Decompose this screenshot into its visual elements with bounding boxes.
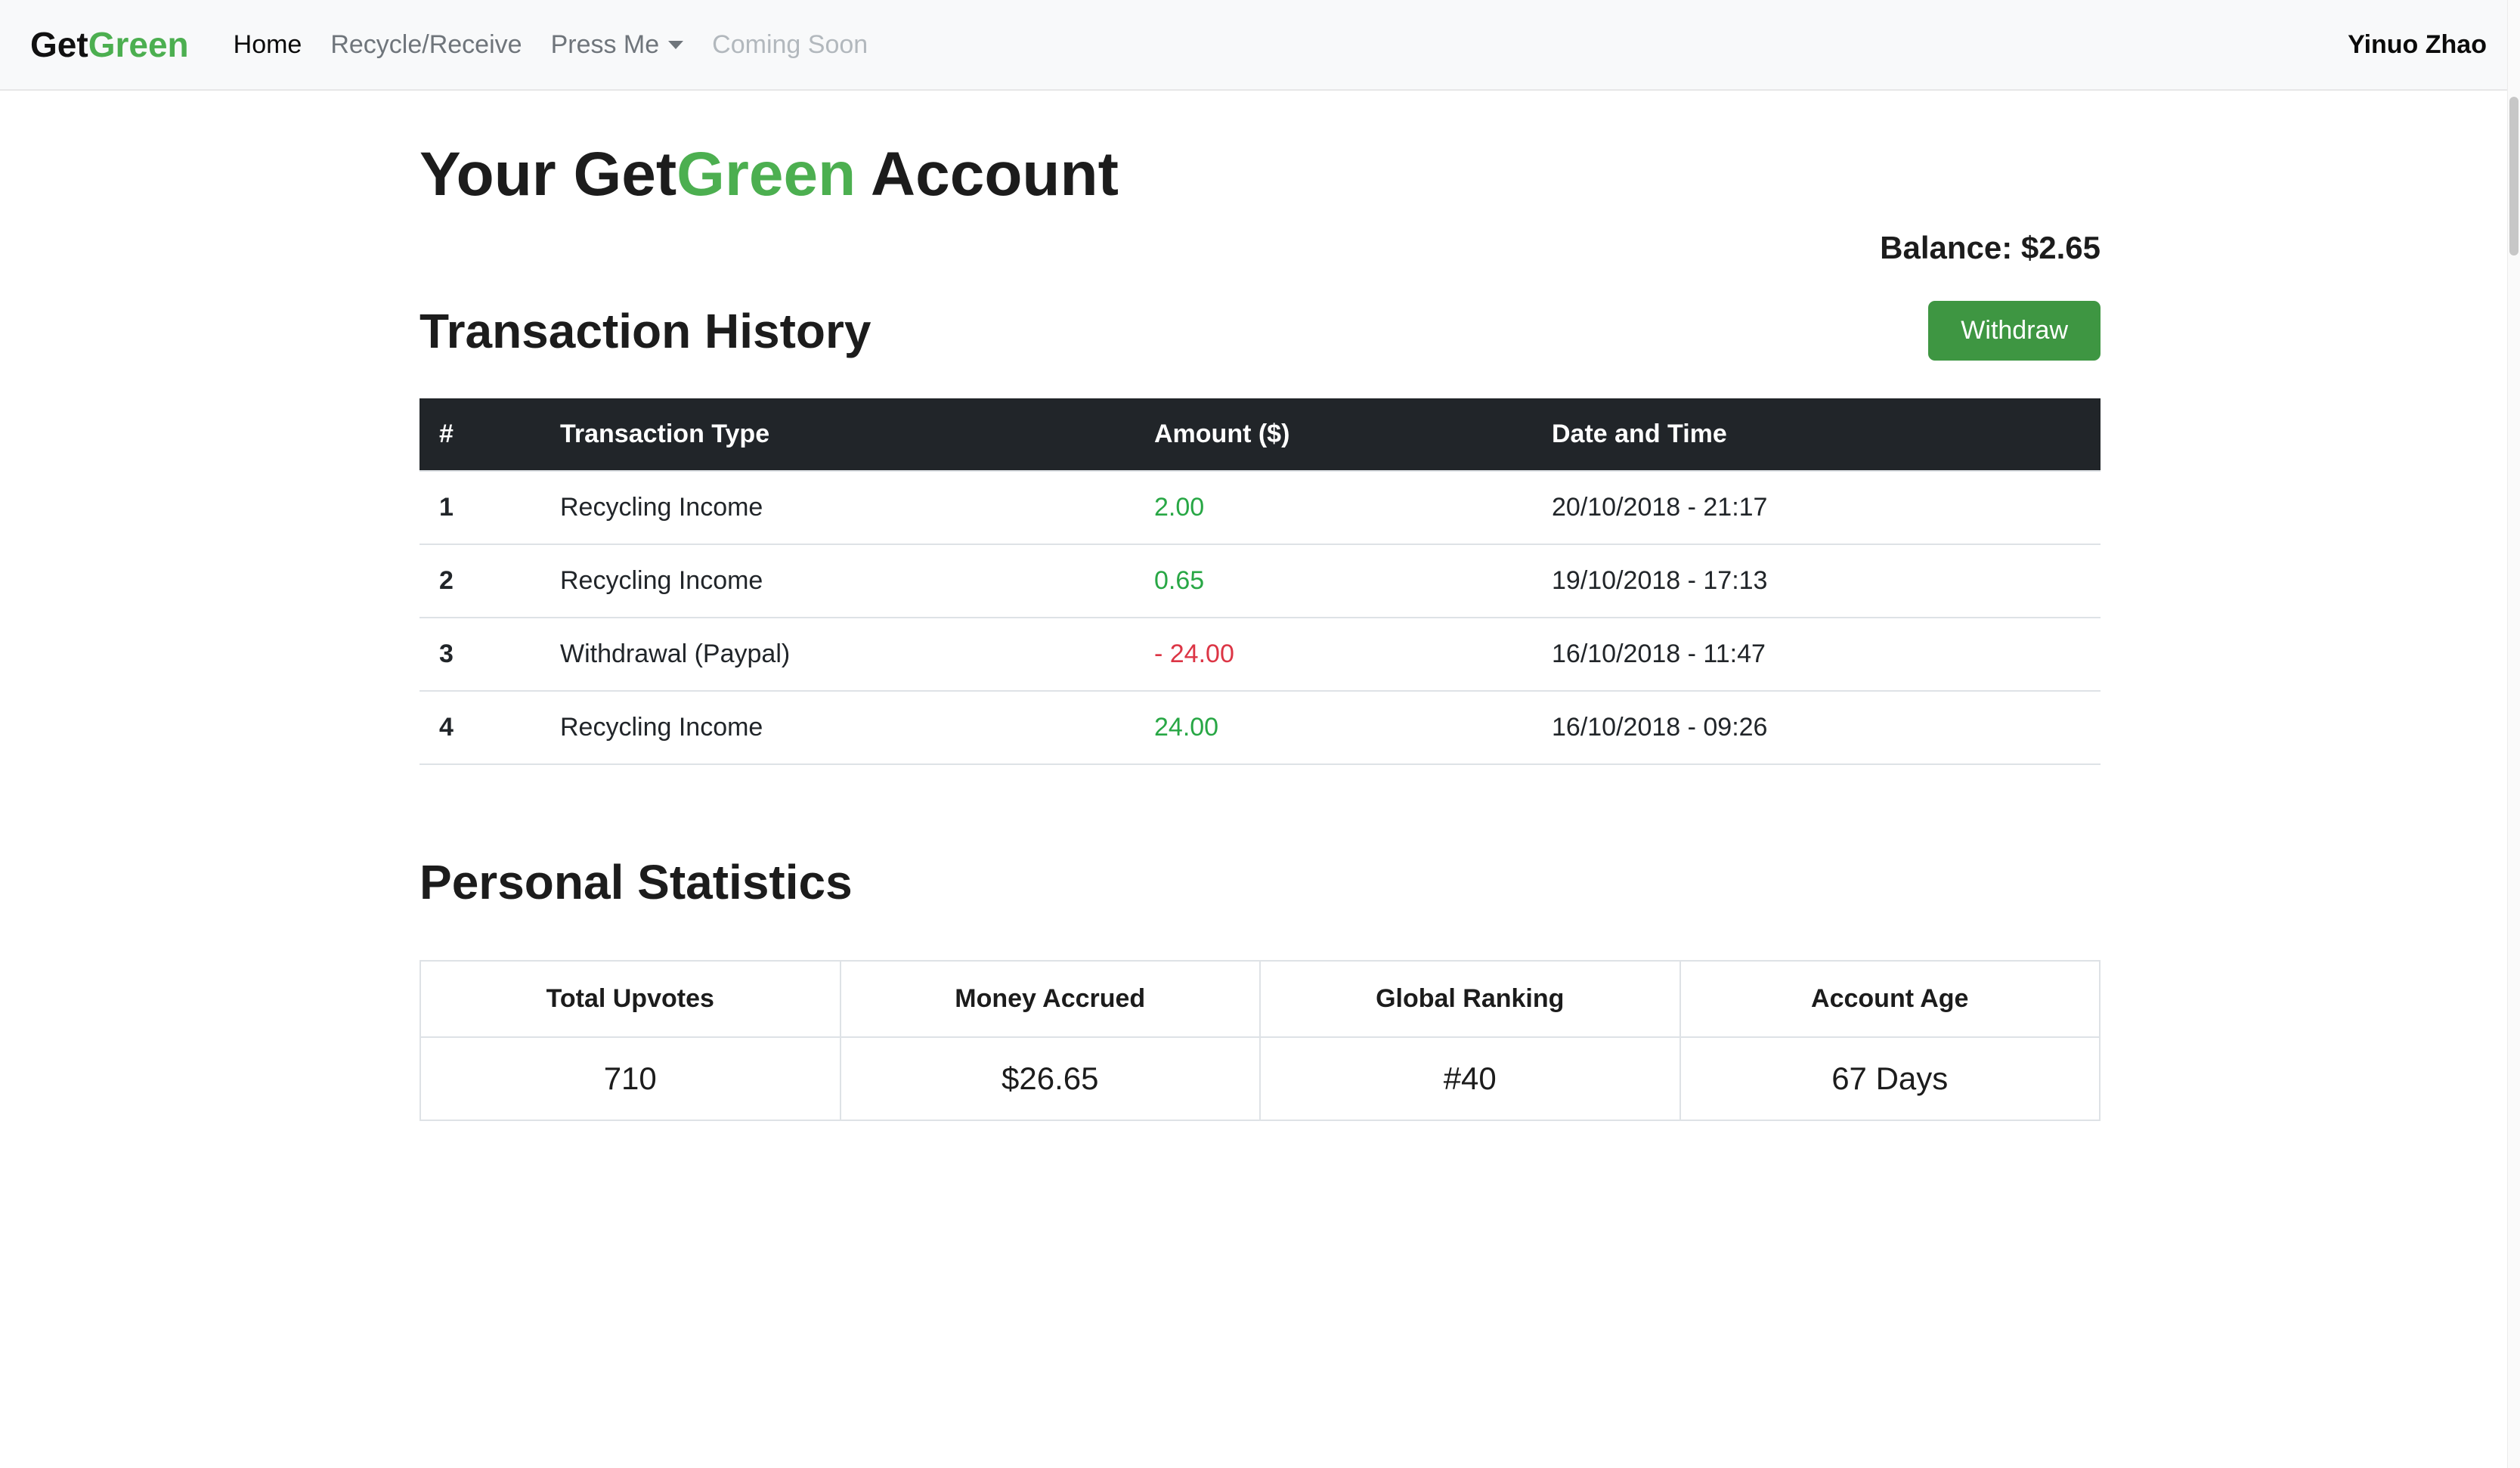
transaction-datetime: 19/10/2018 - 17:13 — [1532, 544, 2101, 618]
col-header-datetime: Date and Time — [1532, 398, 2101, 471]
transaction-number: 2 — [419, 544, 540, 618]
transaction-datetime: 20/10/2018 - 21:17 — [1532, 470, 2101, 544]
scrollbar-thumb[interactable] — [2509, 97, 2518, 256]
col-header-amount: Amount ($) — [1135, 398, 1532, 471]
table-row: 1 Recycling Income 2.00 20/10/2018 - 21:… — [419, 470, 2101, 544]
nav-item-recycle-receive-label: Recycle/Receive — [330, 29, 522, 59]
nav-item-home-label: Home — [233, 29, 302, 59]
user-name[interactable]: Yinuo Zhao — [2348, 29, 2487, 59]
page-title-green: Green — [676, 140, 856, 209]
transaction-amount: - 24.00 — [1135, 617, 1532, 691]
navbar: GetGreen Home Recycle/Receive Press Me C… — [0, 0, 2520, 91]
stats-header-global-ranking: Global Ranking — [1259, 960, 1681, 1038]
stats-value-money-accrued: $26.65 — [839, 1036, 1261, 1121]
balance-text: Balance: $2.65 — [1880, 230, 2101, 265]
transaction-number: 1 — [419, 470, 540, 544]
transaction-amount: 24.00 — [1135, 690, 1532, 765]
transaction-history-header-row: Transaction History Withdraw — [419, 301, 2101, 361]
table-row: 3 Withdrawal (Paypal) - 24.00 16/10/2018… — [419, 617, 2101, 691]
stats-header-account-age: Account Age — [1679, 960, 2101, 1038]
personal-statistics-heading: Personal Statistics — [419, 855, 853, 909]
nav-item-home[interactable]: Home — [219, 23, 317, 67]
transaction-type: Withdrawal (Paypal) — [540, 617, 1135, 691]
stats-header-total-upvotes: Total Upvotes — [419, 960, 841, 1038]
nav-item-coming-soon: Coming Soon — [698, 23, 882, 67]
table-row: 4 Recycling Income 24.00 16/10/2018 - 09… — [419, 690, 2101, 765]
transaction-number: 4 — [419, 690, 540, 765]
stats-value-total-upvotes: 710 — [419, 1036, 841, 1121]
transaction-type: Recycling Income — [540, 470, 1135, 544]
stats-header-money-accrued: Money Accrued — [839, 960, 1261, 1038]
nav-item-press-me-label: Press Me — [550, 29, 660, 59]
chevron-down-icon — [668, 40, 684, 49]
col-header-type: Transaction Type — [540, 398, 1135, 471]
main-content: Your GetGreen Account Balance: $2.65 Tra… — [419, 91, 2101, 1121]
personal-statistics-table: Total Upvotes Money Accrued Global Ranki… — [419, 960, 2101, 1121]
nav-links: Home Recycle/Receive Press Me Coming Soo… — [219, 23, 883, 67]
transaction-type: Recycling Income — [540, 544, 1135, 618]
transaction-number: 3 — [419, 617, 540, 691]
col-header-number: # — [419, 398, 540, 471]
transaction-type: Recycling Income — [540, 690, 1135, 765]
transaction-amount: 2.00 — [1135, 470, 1532, 544]
page-title: Your GetGreen Account — [419, 139, 2101, 210]
table-row: 710 $26.65 #40 67 Days — [419, 1036, 2101, 1121]
table-row: 2 Recycling Income 0.65 19/10/2018 - 17:… — [419, 544, 2101, 618]
transaction-datetime: 16/10/2018 - 09:26 — [1532, 690, 2101, 765]
transaction-datetime: 16/10/2018 - 11:47 — [1532, 617, 2101, 691]
withdraw-button[interactable]: Withdraw — [1928, 301, 2101, 361]
stats-value-account-age: 67 Days — [1679, 1036, 2101, 1121]
brand-get-text: Get — [30, 25, 88, 64]
transaction-history-heading: Transaction History — [419, 303, 871, 358]
nav-item-coming-soon-label: Coming Soon — [712, 29, 868, 59]
nav-item-press-me-dropdown[interactable]: Press Me — [537, 23, 698, 67]
transaction-amount: 0.65 — [1135, 544, 1532, 618]
page-title-prefix: Your Get — [419, 140, 677, 209]
brand-green-text: Green — [88, 25, 189, 64]
vertical-scrollbar[interactable] — [2507, 0, 2520, 1468]
page-title-suffix: Account — [856, 140, 1119, 209]
transaction-table-header: # Transaction Type Amount ($) Date and T… — [419, 398, 2101, 471]
brand-logo[interactable]: GetGreen — [30, 24, 189, 65]
stats-value-global-ranking: #40 — [1259, 1036, 1681, 1121]
nav-item-recycle-receive[interactable]: Recycle/Receive — [316, 23, 536, 67]
transaction-table: # Transaction Type Amount ($) Date and T… — [419, 398, 2101, 765]
